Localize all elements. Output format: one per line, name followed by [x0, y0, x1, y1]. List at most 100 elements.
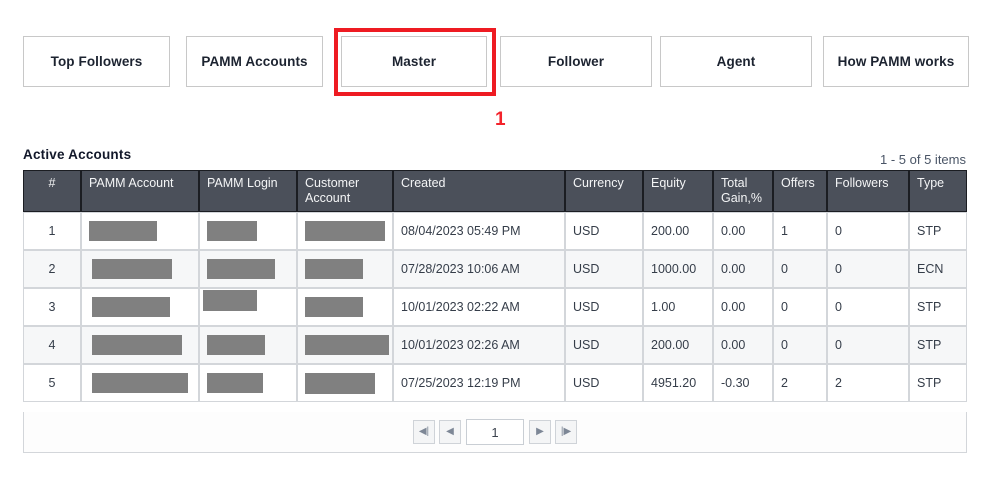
col-header-type[interactable]: Type [909, 170, 967, 212]
cell-total-gain: 0.00 [713, 212, 773, 250]
redacted-value [305, 297, 363, 317]
redacted-value [89, 221, 157, 241]
cell-currency: USD [565, 364, 643, 402]
cell-offers: 1 [773, 212, 827, 250]
col-header-pamm-login[interactable]: PAMM Login [199, 170, 297, 212]
cell-offers: 0 [773, 288, 827, 326]
page-number-value: 1 [491, 424, 499, 440]
table-row[interactable]: 5 07/25/2023 12:19 PM USD 4951.20 -0.30 … [23, 364, 967, 402]
redacted-value [305, 372, 375, 394]
cell-pamm-account [81, 250, 199, 288]
cell-type: ECN [909, 250, 967, 288]
cell-currency: USD [565, 212, 643, 250]
redacted-value [92, 373, 188, 393]
cell-pamm-account [81, 326, 199, 364]
col-header-index[interactable]: # [23, 170, 81, 212]
page-number-input[interactable]: 1 [466, 419, 524, 445]
redacted-value [207, 335, 265, 355]
table-row[interactable]: 4 10/01/2023 02:26 AM USD 200.00 0.00 0 … [23, 326, 967, 364]
cell-equity: 200.00 [643, 326, 713, 364]
cell-index: 3 [23, 288, 81, 326]
first-page-button[interactable]: ◀| [413, 420, 435, 444]
first-page-icon: ◀| [418, 426, 430, 437]
pagination-bar: ◀| ◀ 1 ▶ |▶ [23, 412, 967, 453]
table-body: 1 08/04/2023 05:49 PM USD 200.00 0.00 1 … [23, 212, 967, 402]
col-header-equity[interactable]: Equity [643, 170, 713, 212]
next-page-button[interactable]: ▶ [529, 420, 551, 444]
table-row[interactable]: 2 07/28/2023 10:06 AM USD 1000.00 0.00 0… [23, 250, 967, 288]
cell-total-gain: 0.00 [713, 250, 773, 288]
next-page-icon: ▶ [536, 426, 544, 437]
cell-total-gain: -0.30 [713, 364, 773, 402]
redacted-value [203, 290, 257, 311]
cell-pamm-account [81, 212, 199, 250]
cell-index: 1 [23, 212, 81, 250]
cell-followers: 0 [827, 250, 909, 288]
redacted-value [305, 335, 389, 355]
cell-equity: 1000.00 [643, 250, 713, 288]
cell-pamm-login [199, 326, 297, 364]
tab-agent[interactable]: Agent [660, 36, 812, 87]
col-header-currency[interactable]: Currency [565, 170, 643, 212]
col-header-followers[interactable]: Followers [827, 170, 909, 212]
cell-type: STP [909, 364, 967, 402]
tab-label: Agent [716, 54, 756, 69]
col-header-created[interactable]: Created [393, 170, 565, 212]
cell-pamm-account [81, 364, 199, 402]
cell-customer-account [297, 326, 393, 364]
cell-total-gain: 0.00 [713, 288, 773, 326]
tab-label: Top Followers [50, 54, 143, 69]
cell-created: 10/01/2023 02:26 AM [393, 326, 565, 364]
cell-pamm-login [199, 288, 297, 326]
last-page-button[interactable]: |▶ [555, 420, 577, 444]
cell-followers: 0 [827, 326, 909, 364]
cell-type: STP [909, 288, 967, 326]
last-page-icon: |▶ [560, 426, 572, 437]
cell-pamm-login [199, 364, 297, 402]
redacted-value [207, 373, 263, 393]
active-accounts-table: # PAMM Account PAMM Login Customer Accou… [23, 170, 967, 402]
tab-bar: Top Followers PAMM Accounts Master Follo… [0, 0, 986, 104]
cell-customer-account [297, 250, 393, 288]
cell-offers: 0 [773, 326, 827, 364]
table-header-row: # PAMM Account PAMM Login Customer Accou… [23, 170, 967, 212]
col-header-pamm-account[interactable]: PAMM Account [81, 170, 199, 212]
tab-label: PAMM Accounts [201, 54, 308, 69]
tab-follower[interactable]: Follower [500, 36, 652, 87]
redacted-value [92, 259, 172, 279]
col-header-offers[interactable]: Offers [773, 170, 827, 212]
cell-index: 5 [23, 364, 81, 402]
cell-equity: 1.00 [643, 288, 713, 326]
cell-created: 10/01/2023 02:22 AM [393, 288, 565, 326]
annotation-step-number: 1 [495, 109, 506, 130]
cell-pamm-login [199, 212, 297, 250]
cell-customer-account [297, 364, 393, 402]
cell-followers: 2 [827, 364, 909, 402]
cell-pamm-account [81, 288, 199, 326]
cell-offers: 2 [773, 364, 827, 402]
cell-currency: USD [565, 250, 643, 288]
redacted-value [305, 221, 385, 241]
cell-offers: 0 [773, 250, 827, 288]
cell-total-gain: 0.00 [713, 326, 773, 364]
table-row[interactable]: 3 10/01/2023 02:22 AM USD 1.00 0.00 0 0 … [23, 288, 967, 326]
cell-created: 07/28/2023 10:06 AM [393, 250, 565, 288]
cell-followers: 0 [827, 288, 909, 326]
col-header-customer-account[interactable]: Customer Account [297, 170, 393, 212]
cell-currency: USD [565, 288, 643, 326]
tab-top-followers[interactable]: Top Followers [23, 36, 170, 87]
redacted-value [207, 221, 257, 241]
col-header-total-gain[interactable]: Total Gain,% [713, 170, 773, 212]
previous-page-button[interactable]: ◀ [439, 420, 461, 444]
tab-master[interactable]: Master [341, 36, 487, 87]
tab-pamm-accounts[interactable]: PAMM Accounts [186, 36, 323, 87]
redacted-value [92, 297, 170, 317]
cell-equity: 4951.20 [643, 364, 713, 402]
table-row[interactable]: 1 08/04/2023 05:49 PM USD 200.00 0.00 1 … [23, 212, 967, 250]
cell-type: STP [909, 212, 967, 250]
items-count-label: 1 - 5 of 5 items [880, 152, 966, 167]
tab-label: Follower [547, 54, 605, 69]
tab-how-pamm-works[interactable]: How PAMM works [823, 36, 969, 87]
cell-followers: 0 [827, 212, 909, 250]
previous-page-icon: ◀ [446, 426, 454, 437]
